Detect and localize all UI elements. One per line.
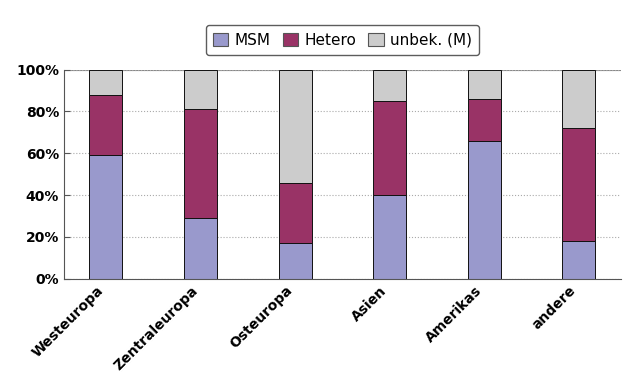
Bar (373, 101, 406, 195)
Bar (563, 241, 595, 279)
Bar (90, 155, 122, 279)
Bar (563, 128, 595, 241)
Bar (468, 99, 501, 141)
Bar (278, 183, 312, 243)
Bar (278, 243, 312, 279)
Bar (563, 70, 595, 128)
Bar (278, 70, 312, 183)
Bar (90, 70, 122, 95)
Legend: MSM, Hetero, unbek. (M): MSM, Hetero, unbek. (M) (205, 25, 479, 55)
Bar (468, 141, 501, 279)
Bar (373, 195, 406, 279)
Bar (373, 70, 406, 101)
Bar (184, 110, 217, 218)
Bar (468, 70, 501, 99)
Bar (184, 70, 217, 110)
Bar (184, 218, 217, 279)
Bar (90, 95, 122, 155)
